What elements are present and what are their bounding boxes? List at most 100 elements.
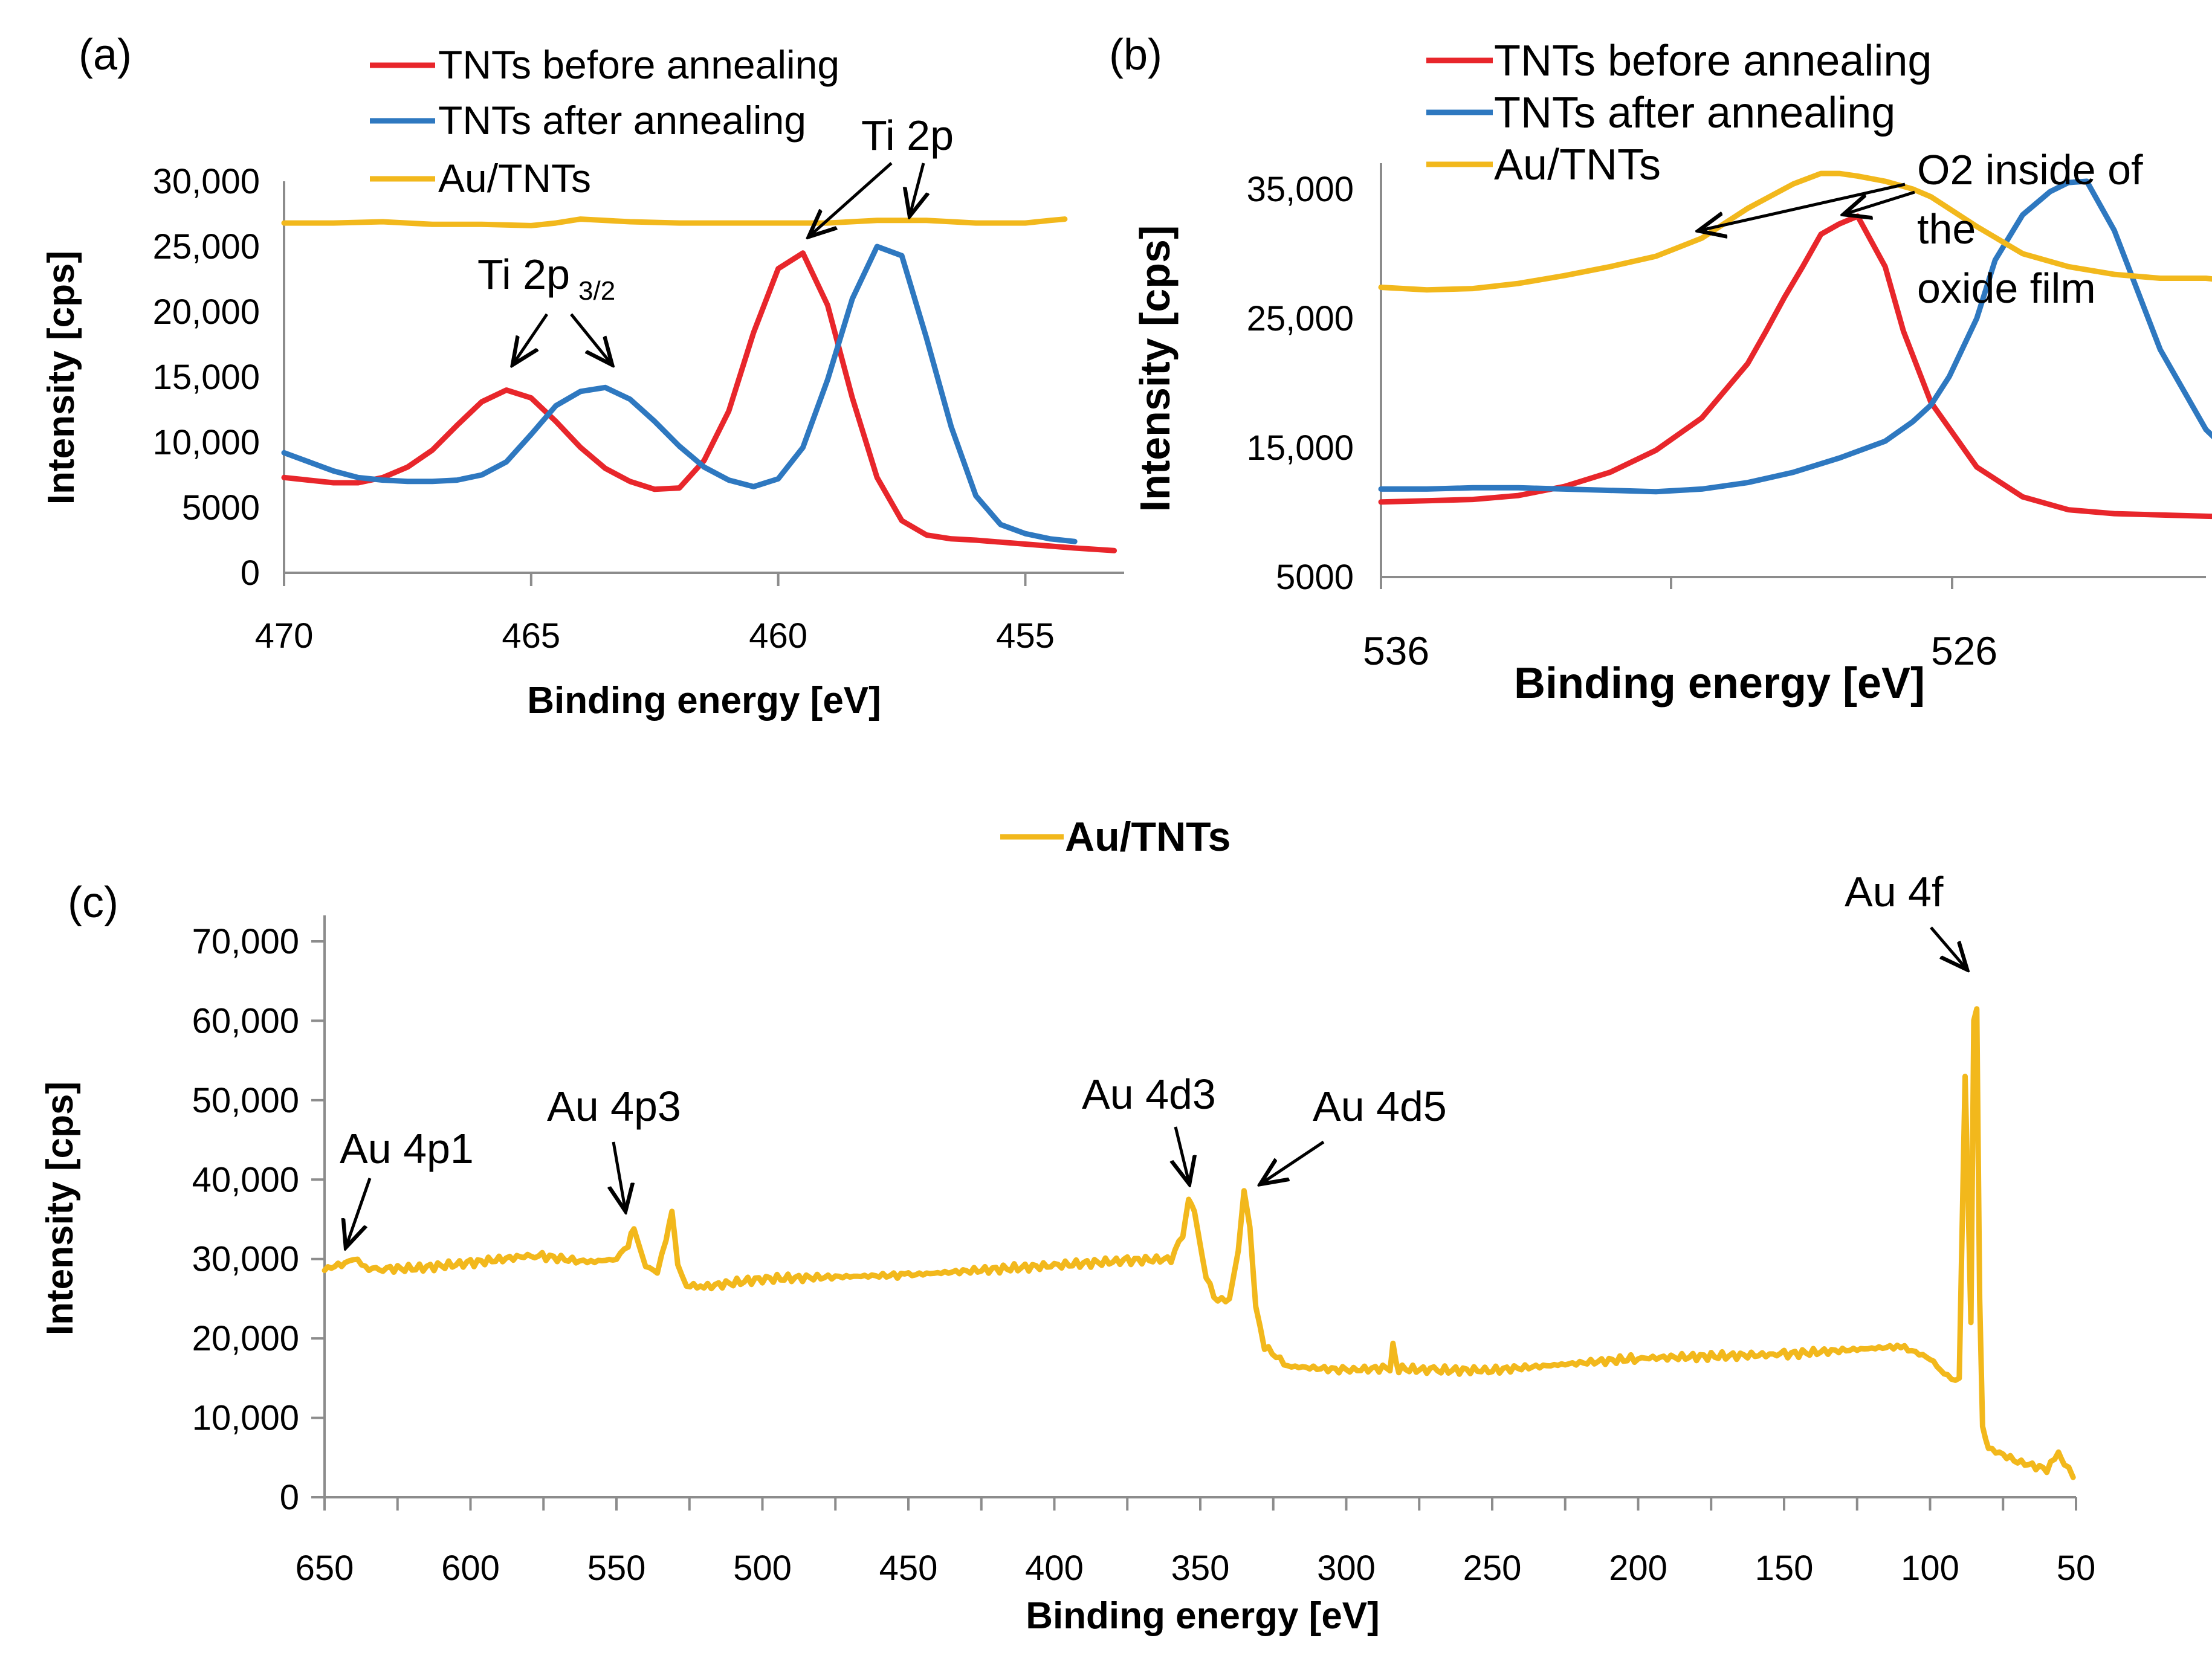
panel-b: (b) 5000 15,000 25,000 35,000 536 526 Bindin… xyxy=(1109,31,2212,708)
series-line-after xyxy=(1378,178,2212,495)
y-tick-label: 0 xyxy=(280,1478,299,1517)
x-tick-label: 400 xyxy=(1025,1549,1084,1588)
panel-a: (a) 0500010,00015,00020,00025,00030,000 … xyxy=(40,31,1124,721)
y-tick-label: 15,000 xyxy=(153,358,260,397)
y-tick-label: 25,000 xyxy=(1247,299,1354,338)
x-tick-label: 100 xyxy=(1901,1549,1959,1588)
annotation-au4f: Au 4f xyxy=(1845,868,1944,915)
panel-a-label: (a) xyxy=(79,31,132,79)
annotation-au4p3: Au 4p3 xyxy=(547,1083,681,1130)
x-tick-label: 470 xyxy=(255,616,314,656)
y-tick-label: 5000 xyxy=(1276,558,1354,597)
panel-b-y-label: Intensity [cps] xyxy=(1131,225,1179,512)
x-tick-label: 500 xyxy=(733,1549,792,1588)
x-tick-label: 600 xyxy=(441,1549,500,1588)
panel-c-legend: Au/TNTs xyxy=(1000,814,1231,860)
arrow-icon xyxy=(1176,1126,1189,1184)
panel-c-y-label: Intensity [cps] xyxy=(39,1082,81,1335)
y-tick-label: 25,000 xyxy=(153,227,260,266)
panel-a-annotation-ti2p: Ti 2p xyxy=(809,112,954,237)
series-line-au xyxy=(1378,170,2212,293)
y-tick-label: 40,000 xyxy=(192,1160,299,1199)
x-tick-label: 200 xyxy=(1609,1549,1667,1588)
panel-c-label: (c) xyxy=(68,879,118,927)
arrow-icon xyxy=(910,163,923,216)
annotation-text: O2 inside of the oxide film xyxy=(1917,146,2143,312)
panel-a-legend: TNTs before annealing TNTs after anneali… xyxy=(370,42,839,201)
arrow-icon xyxy=(513,313,549,365)
y-tick-label: 70,000 xyxy=(192,922,299,961)
panel-c-y-ticks: 0 10,000 20,000 30,000 40,000 50,000 60,000 70,… xyxy=(192,922,325,1517)
x-tick-label: 300 xyxy=(1317,1549,1376,1588)
legend-label-before: TNTs before annealing xyxy=(438,42,839,87)
series-line-before xyxy=(281,250,1117,553)
annotation-au4d3: Au 4d3 xyxy=(1082,1071,1216,1118)
y-tick-label: 20,000 xyxy=(192,1319,299,1358)
panel-c-x-label: Binding energy [eV] xyxy=(1026,1595,1380,1637)
x-tick-label: 50 xyxy=(2057,1549,2096,1588)
panel-a-annotation-ti2p32: Ti 2p 3/2 xyxy=(477,251,615,365)
panel-a-y-label: Intensity [cps] xyxy=(40,251,82,505)
legend-label-before: TNTs before annealing xyxy=(1494,37,1932,85)
annotation-line: the xyxy=(1917,205,1976,253)
legend-label-au: Au/TNTs xyxy=(1065,814,1231,860)
panel-c: (c) 0 10,000 20,000 30,000 40,000 50,000 60,00… xyxy=(39,814,2095,1637)
panel-b-legend: TNTs before annealing TNTs after anneali… xyxy=(1426,37,1932,189)
y-tick-label: 30,000 xyxy=(192,1240,299,1279)
x-tick-label: 550 xyxy=(587,1549,646,1588)
panel-c-x-ticks: 650 600 550 500 450 400 350 300 250 200 150 100 50 xyxy=(296,1497,2096,1588)
y-tick-label: 35,000 xyxy=(1247,170,1354,209)
x-tick-label: 465 xyxy=(502,616,560,656)
y-tick-label: 30,000 xyxy=(153,162,260,201)
legend-label-au: Au/TNTs xyxy=(1494,141,1661,189)
annotation-line: oxide film xyxy=(1917,265,2096,312)
panel-a-x-ticks: 470 465 460 455 xyxy=(255,573,1055,656)
series-line-au xyxy=(322,1006,2076,1480)
x-tick-label: 536 xyxy=(1363,628,1429,673)
arrow-icon xyxy=(1698,182,1906,231)
y-tick-label: 60,000 xyxy=(192,1001,299,1040)
panel-b-x-ticks: 536 526 xyxy=(1363,577,1997,673)
y-tick-label: 10,000 xyxy=(153,423,260,462)
panel-b-annotation-o2: O2 inside of the oxide film xyxy=(1698,146,2143,312)
arrow-icon xyxy=(809,162,893,237)
arrow-icon xyxy=(1843,190,1915,214)
panel-b-series xyxy=(1378,170,2212,520)
panel-b-label: (b) xyxy=(1109,31,1162,79)
x-tick-label: 526 xyxy=(1931,628,1997,673)
y-tick-label: 50,000 xyxy=(192,1081,299,1120)
y-tick-label: 0 xyxy=(241,553,260,593)
y-tick-label: 5000 xyxy=(182,488,260,527)
y-tick-label: 20,000 xyxy=(153,292,260,332)
annotation-text: Ti 2p xyxy=(861,112,954,159)
x-tick-label: 250 xyxy=(1463,1549,1522,1588)
arrow-icon xyxy=(613,1141,626,1211)
panel-b-y-ticks: 5000 15,000 25,000 35,000 xyxy=(1247,170,1354,597)
panel-c-series xyxy=(322,1006,2076,1480)
panel-c-annotations: Au 4p1 Au 4p3 Au 4d3 Au 4d5 Au 4f xyxy=(340,868,1967,1248)
x-tick-label: 650 xyxy=(296,1549,354,1588)
series-line-au xyxy=(281,216,1068,228)
annotation-au4p1: Au 4p1 xyxy=(340,1125,474,1172)
arrow-icon xyxy=(346,1178,372,1248)
arrow-icon xyxy=(570,313,612,365)
panel-a-y-ticks: 0 5000 10,000 15,000 20,000 25,000 30,000 xyxy=(153,162,260,593)
panel-b-x-label: Binding energy [eV] xyxy=(1514,659,1925,708)
legend-label-au: Au/TNTs xyxy=(438,156,591,201)
y-tick-label: 15,000 xyxy=(1247,428,1354,468)
y-tick-label: 10,000 xyxy=(192,1399,299,1438)
x-tick-label: 350 xyxy=(1171,1549,1230,1588)
legend-label-after: TNTs after annealing xyxy=(1494,89,1895,137)
annotation-text: Ti 2p 3/2 xyxy=(477,251,615,306)
legend-label-after: TNTs after annealing xyxy=(438,98,806,143)
x-tick-label: 455 xyxy=(996,616,1055,656)
series-line-before xyxy=(1378,213,2212,520)
x-tick-label: 150 xyxy=(1755,1549,1814,1588)
series-line-after xyxy=(281,243,1078,544)
arrow-icon xyxy=(1260,1140,1325,1184)
annotation-au4d5: Au 4d5 xyxy=(1313,1083,1447,1130)
arrow-icon xyxy=(1930,926,1967,970)
annotation-line: O2 inside of xyxy=(1917,146,2143,193)
x-tick-label: 460 xyxy=(749,616,807,656)
